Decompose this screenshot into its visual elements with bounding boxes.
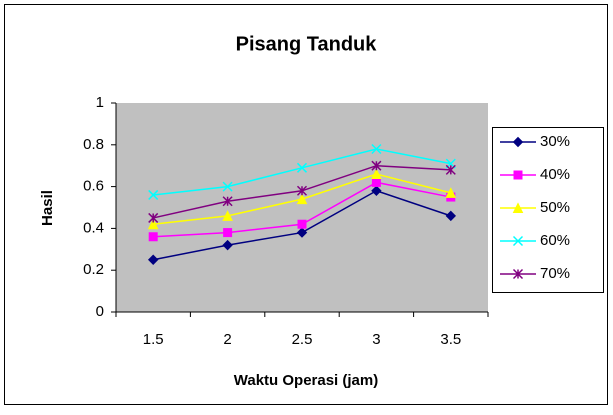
marker xyxy=(296,227,308,238)
marker xyxy=(371,143,382,155)
marker xyxy=(222,239,233,251)
marker xyxy=(296,162,308,173)
marker xyxy=(147,254,159,265)
marker xyxy=(445,164,456,175)
marker xyxy=(512,235,524,247)
y-tick-label: 1 xyxy=(96,94,104,111)
marker xyxy=(371,160,382,171)
marker xyxy=(371,168,382,180)
legend-label: 40% xyxy=(540,166,570,183)
x-tick-label: 3 xyxy=(372,331,380,348)
y-tick-label: 0.6 xyxy=(83,178,104,195)
marker xyxy=(222,210,233,221)
legend-label: 30% xyxy=(540,133,570,150)
x-tick-label: 3.5 xyxy=(440,331,461,348)
marker xyxy=(445,210,457,222)
y-tick-label: 0.2 xyxy=(83,261,104,278)
marker xyxy=(513,170,523,180)
legend-box xyxy=(492,127,604,293)
marker xyxy=(223,228,233,238)
marker xyxy=(148,212,159,223)
y-tick-label: 0.8 xyxy=(83,136,104,153)
plot-area xyxy=(116,103,488,312)
x-tick-label: 1.5 xyxy=(143,331,164,348)
x-axis-label: Waktu Operasi (jam) xyxy=(234,372,378,389)
legend-label: 50% xyxy=(540,199,570,216)
y-axis-label: Hasil xyxy=(39,190,56,226)
marker xyxy=(297,219,307,229)
chart-title: Pisang Tanduk xyxy=(236,33,378,55)
legend: 30% 40% 50% 60% 70% xyxy=(492,127,604,293)
marker xyxy=(296,193,308,205)
marker xyxy=(512,136,524,148)
marker xyxy=(147,218,159,230)
marker xyxy=(445,187,457,198)
marker xyxy=(148,232,158,242)
legend-label: 60% xyxy=(540,232,570,249)
marker xyxy=(371,185,382,196)
marker xyxy=(222,181,233,192)
marker xyxy=(512,268,524,280)
marker xyxy=(371,177,381,187)
marker xyxy=(148,189,159,200)
marker xyxy=(512,202,524,213)
marker xyxy=(222,196,233,207)
y-tick-label: 0 xyxy=(96,303,104,320)
x-tick-label: 2 xyxy=(223,331,231,348)
legend-label: 70% xyxy=(540,265,570,282)
x-tick-label: 2.5 xyxy=(292,331,313,348)
marker xyxy=(296,185,308,196)
y-tick-label: 0.4 xyxy=(83,219,104,236)
